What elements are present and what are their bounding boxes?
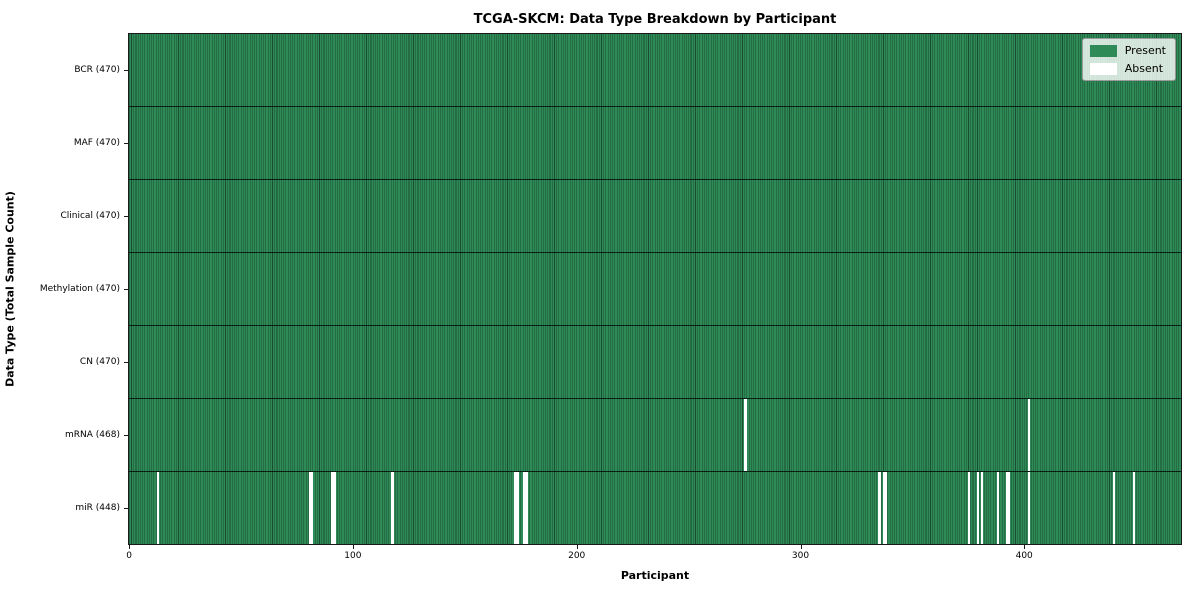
ytick-mark bbox=[124, 289, 128, 290]
xtick-label-400: 400 bbox=[1015, 551, 1033, 561]
absent-cell bbox=[311, 472, 314, 544]
ytick-mark bbox=[124, 142, 128, 144]
ytick-label-mir: miR (448) bbox=[75, 503, 120, 514]
heatmap-row-mir bbox=[129, 472, 1181, 544]
absent-cell bbox=[1132, 472, 1136, 544]
absent-cell bbox=[1027, 399, 1031, 471]
absent-cell bbox=[156, 472, 160, 544]
absent-cell bbox=[514, 472, 517, 544]
ytick-mark bbox=[124, 215, 128, 217]
heatmap-row-methylation bbox=[129, 253, 1181, 326]
absent-cell bbox=[1027, 472, 1031, 544]
heatmap-row-maf bbox=[129, 107, 1181, 180]
heatmap-row-cn bbox=[129, 326, 1181, 399]
absent-cell bbox=[1112, 472, 1116, 544]
ytick-label-clinical: Clinical (470) bbox=[60, 210, 120, 221]
chart-title: TCGA-SKCM: Data Type Breakdown by Partic… bbox=[473, 12, 837, 27]
absent-cell bbox=[882, 472, 886, 544]
heatmap-row-bcr bbox=[129, 34, 1181, 107]
xtick-mark bbox=[800, 545, 802, 549]
xtick-label-200: 200 bbox=[568, 551, 586, 561]
heatmap-row-mrna bbox=[129, 399, 1181, 472]
ytick-label-methylation: Methylation (470) bbox=[39, 284, 120, 294]
heatmap-row-clinical bbox=[129, 180, 1181, 253]
legend: Present Absent bbox=[1081, 38, 1176, 81]
xtick-mark bbox=[352, 545, 354, 549]
absent-cell bbox=[1005, 472, 1008, 544]
absent-cell bbox=[885, 472, 888, 544]
plot-area bbox=[128, 33, 1182, 545]
ytick-label-maf: MAF (470) bbox=[73, 137, 120, 148]
xtick-label-300: 300 bbox=[791, 551, 810, 561]
y-axis-label: Data Type (Total Sample Count) bbox=[3, 191, 17, 387]
absent-cell bbox=[516, 472, 519, 544]
absent-cell bbox=[523, 472, 526, 544]
xtick-label-0: 0 bbox=[126, 551, 132, 561]
legend-label: Absent bbox=[1124, 62, 1164, 75]
ytick-mark bbox=[124, 69, 128, 71]
ytick-label-cn: CN (470) bbox=[79, 357, 120, 368]
xtick-mark bbox=[1024, 545, 1026, 549]
absent-cell bbox=[308, 472, 312, 544]
xtick-mark bbox=[129, 545, 131, 549]
xtick-label-100: 100 bbox=[344, 551, 362, 561]
ytick-label-mrna: mRNA (468) bbox=[65, 430, 120, 441]
ytick-mark bbox=[124, 362, 128, 364]
legend-swatch-absent bbox=[1089, 62, 1117, 75]
absent-cell bbox=[331, 472, 334, 544]
legend-item-present: Present bbox=[1089, 44, 1166, 57]
absent-cell bbox=[981, 472, 984, 544]
absent-cell bbox=[967, 472, 970, 544]
absent-cell bbox=[391, 472, 394, 544]
absent-cell bbox=[878, 472, 881, 544]
absent-cell bbox=[996, 472, 999, 544]
ytick-mark bbox=[124, 435, 128, 437]
absent-cell bbox=[525, 472, 528, 544]
legend-label: Present bbox=[1124, 44, 1166, 57]
x-axis-label: Participant bbox=[620, 569, 690, 582]
legend-item-absent: Absent bbox=[1089, 62, 1166, 75]
legend-swatch-present bbox=[1089, 44, 1117, 57]
absent-cell bbox=[976, 472, 979, 544]
absent-cell bbox=[1007, 472, 1011, 544]
absent-cell bbox=[744, 399, 747, 471]
ytick-label-bcr: BCR (470) bbox=[74, 64, 120, 75]
absent-cell bbox=[333, 472, 336, 544]
xtick-mark bbox=[576, 545, 578, 549]
ytick-mark bbox=[124, 508, 128, 510]
